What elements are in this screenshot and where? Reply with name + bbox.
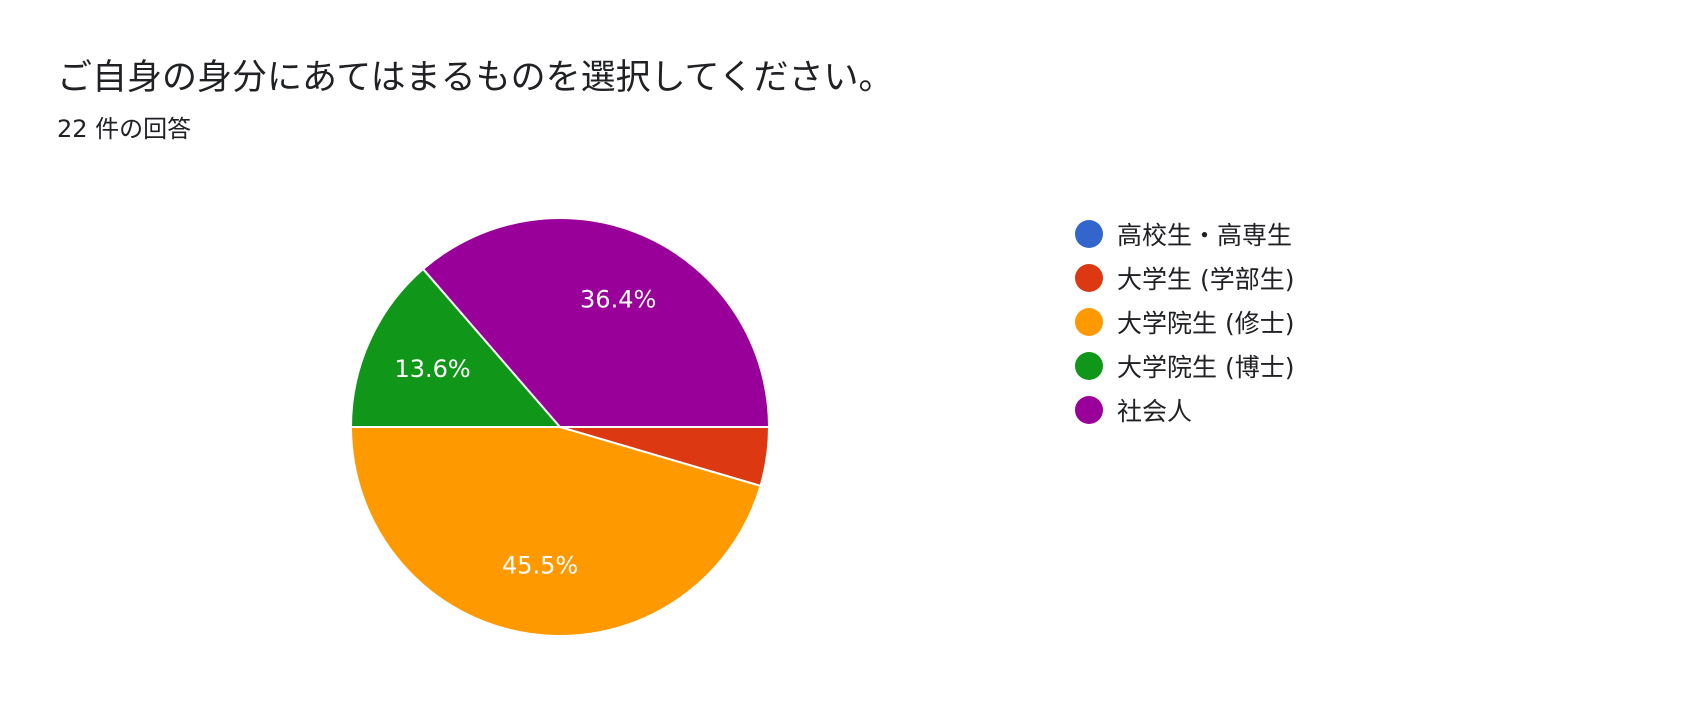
chart-legend: 高校生・高専生 大学生 (学部生) 大学院生 (修士) 大学院生 (博士) 社会人: [1075, 212, 1294, 432]
pie-slice: [349, 426, 762, 637]
legend-label: 大学生 (学部生): [1117, 265, 1295, 294]
legend-label: 社会人: [1117, 397, 1193, 426]
legend-item: 大学生 (学部生): [1075, 256, 1294, 300]
slice-percent-label: 13.6%: [394, 355, 470, 383]
pie-slice: [349, 267, 563, 428]
slice-percent-label: 36.4%: [580, 286, 656, 314]
legend-label: 大学院生 (修士): [1117, 309, 1295, 338]
legend-label: 高校生・高専生: [1117, 221, 1293, 250]
legend-item: 大学院生 (博士): [1075, 344, 1294, 388]
legend-color-dot: [1075, 264, 1103, 292]
legend-color-dot: [1075, 308, 1103, 336]
legend-item: 高校生・高専生: [1075, 212, 1294, 256]
legend-item: 大学院生 (修士): [1075, 300, 1294, 344]
legend-label: 大学院生 (博士): [1117, 353, 1295, 382]
legend-color-dot: [1075, 396, 1103, 424]
response-count: 22 件の回答: [57, 115, 192, 143]
legend-color-dot: [1075, 352, 1103, 380]
question-title: ご自身の身分にあてはまるものを選択してください。: [57, 58, 894, 98]
pie-slice: [421, 217, 771, 428]
legend-color-dot: [1075, 220, 1103, 248]
legend-item: 社会人: [1075, 388, 1294, 432]
slice-percent-label: 45.5%: [502, 552, 578, 580]
